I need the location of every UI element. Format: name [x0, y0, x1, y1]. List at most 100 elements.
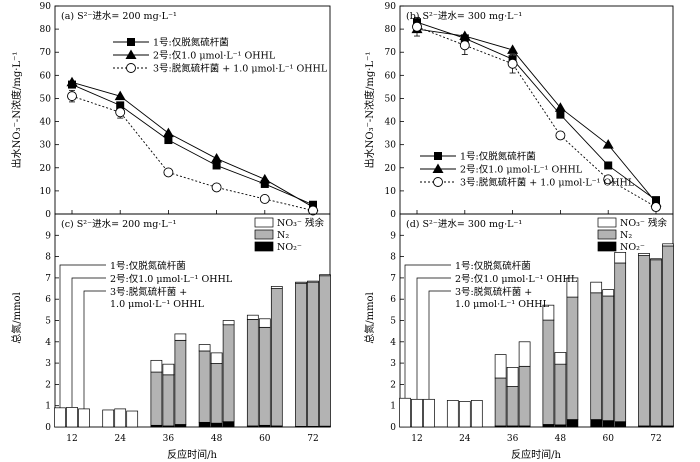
panel-label: (d) S²⁻进水= 300 mg·L⁻¹	[406, 218, 522, 230]
y-tick-label: 2	[390, 380, 396, 390]
bar-segment	[590, 292, 603, 420]
bar-segment	[210, 422, 223, 428]
bar-segment	[295, 281, 307, 284]
series-1-point	[212, 161, 221, 170]
bar-segment	[554, 363, 567, 426]
y-tick-label: 0	[390, 210, 396, 220]
bar-segment	[566, 277, 579, 298]
x-tick-label: 24	[114, 434, 126, 444]
legend-swatch	[254, 241, 274, 252]
x-tick-label: 36	[163, 434, 175, 444]
series-line-3	[416, 26, 657, 208]
series-3-point	[412, 21, 422, 32]
y-tick-label: 80	[40, 25, 52, 35]
x-tick-label: 72	[307, 434, 318, 444]
series-1-point	[116, 101, 125, 110]
legend-swatch	[597, 241, 617, 252]
bar-segment	[566, 419, 579, 428]
y-tick-label: 5	[45, 317, 51, 327]
series-3-point	[555, 130, 566, 141]
y-tick-label: 2	[45, 380, 51, 390]
bar-segment	[470, 400, 483, 428]
callout-line	[428, 290, 451, 400]
y-tick-label: 20	[385, 164, 397, 174]
y-tick-label: 30	[385, 141, 397, 151]
y-tick-label: 40	[385, 118, 397, 128]
y-axis-title-top-left: 出水NO₃⁻-N浓度/mg·L⁻¹	[10, 52, 23, 169]
bar-segment	[554, 352, 567, 365]
bar-segment	[162, 363, 175, 376]
panel-label: (b) S²⁻进水= 300 mg·L⁻¹	[406, 10, 522, 22]
y-tick-label: 6	[390, 295, 396, 305]
bar-segment	[602, 295, 615, 421]
y-tick-label: 4	[45, 338, 51, 348]
series-2-point	[554, 102, 566, 112]
x-axis-title-left: 反应时间/h	[167, 448, 217, 461]
legend-swatch	[597, 217, 617, 228]
bar-label: 1.0 μmol·L⁻¹ OHHL	[110, 299, 205, 310]
bar-segment	[258, 318, 271, 328]
bar-segment	[399, 397, 411, 428]
series-3-point	[507, 58, 518, 69]
series-line-3	[71, 95, 314, 211]
y-tick-label: 0	[45, 210, 51, 220]
bar-segment	[494, 377, 507, 427]
bar-segment	[319, 275, 331, 427]
legend-marker	[432, 163, 444, 173]
legend-marker	[433, 177, 443, 187]
series-3-point	[603, 174, 614, 185]
bar-segment	[494, 354, 507, 379]
x-tick-label: 48	[211, 434, 223, 444]
bar-segment	[650, 259, 662, 427]
x-tick-label: 36	[507, 434, 519, 444]
y-tick-label: 0	[390, 423, 396, 433]
y-tick-label: 20	[40, 164, 52, 174]
legend-text: NO₂⁻	[277, 242, 302, 253]
y-tick-label: 10	[385, 187, 397, 197]
bar-segment	[518, 365, 531, 427]
bar-segment	[662, 243, 674, 247]
bar-segment	[102, 409, 115, 428]
panel-b: 0 10 20 30 40 50 60 70 80 90 (b) S²⁻进水= 300 mg·L⁻¹…	[385, 2, 674, 220]
bar-segment	[506, 386, 519, 427]
y-axis-title-bottom-left: 总氮/mmol	[10, 292, 23, 344]
bar-label: 3号:脱氮硫杆菌 +	[110, 286, 187, 298]
series-2-point	[162, 127, 174, 138]
bar-label: 1号:仅脱氮硫杆菌	[110, 260, 186, 272]
legend-text: N₂	[620, 230, 632, 241]
y-tick-label: 9	[390, 231, 396, 241]
bar-segment	[614, 421, 627, 428]
series-3-point	[67, 91, 77, 102]
legend-marker	[434, 152, 442, 160]
bar-segment	[602, 289, 615, 297]
legend-text: N₂	[277, 230, 289, 241]
legend-swatch	[254, 217, 274, 228]
bar-segment	[295, 282, 307, 427]
bar-segment	[222, 320, 235, 326]
bar-segment	[518, 341, 531, 367]
series-line-1	[71, 84, 314, 206]
y-tick-label: 90	[385, 2, 397, 12]
x-tick-label: 60	[602, 434, 614, 444]
y-tick-label: 60	[40, 71, 52, 81]
y-tick-label: 7	[45, 274, 51, 284]
callout-line	[416, 277, 451, 400]
legend-text: 3号:脱氮硫杆菌 + 1.0 μmol·L⁻¹ OHHL	[153, 63, 328, 75]
x-tick-label: 60	[259, 434, 271, 444]
series-3-point	[163, 167, 174, 178]
bar-segment	[198, 350, 211, 423]
bar-segment	[198, 421, 211, 428]
series-2-point	[211, 153, 223, 163]
bar-segment	[411, 398, 423, 428]
bar-segment	[174, 339, 187, 425]
callout-line	[404, 264, 451, 399]
bar-segment	[506, 367, 519, 387]
bar-segment	[246, 319, 259, 427]
y-tick-label: 9	[45, 231, 51, 241]
bar-segment	[602, 420, 615, 428]
bar-segment	[614, 251, 627, 264]
y-axis-title-top-right: 出水NO₃⁻-N浓度/mg·L⁻¹	[363, 52, 376, 169]
x-tick-label: 12	[66, 434, 77, 444]
